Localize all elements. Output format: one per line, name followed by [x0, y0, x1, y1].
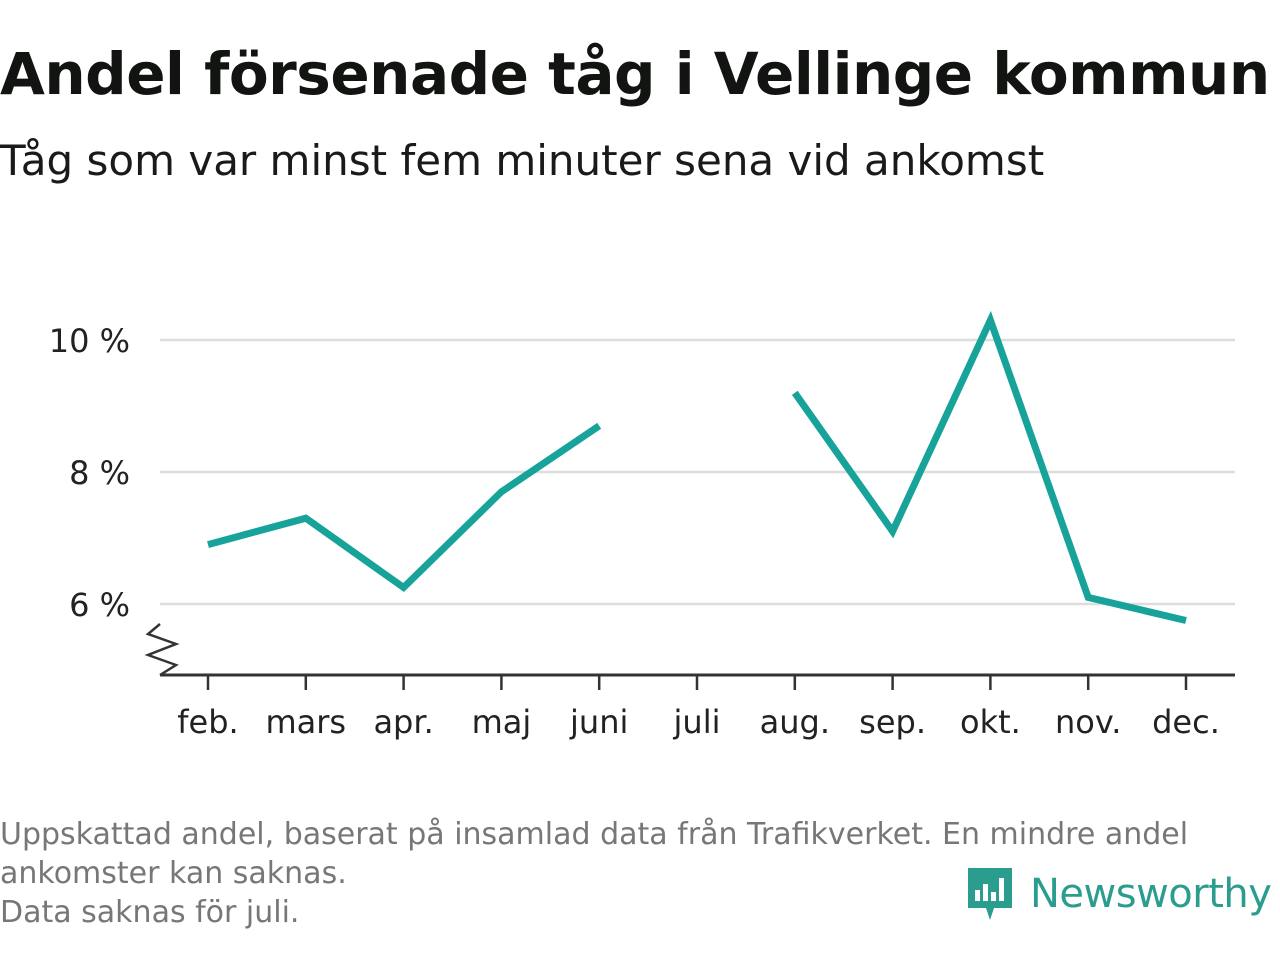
footnote-line: ankomster kan saknas.: [0, 856, 347, 891]
series-line-segment: [207, 422, 602, 593]
x-tick-label: apr.: [373, 703, 433, 741]
x-tick-label: maj: [472, 703, 532, 741]
x-tick-label: mars: [265, 703, 346, 741]
chart-subtitle: Tåg som var minst fem minuter sena vid a…: [0, 136, 1045, 185]
footnote-line: Data saknas för juli.: [0, 895, 300, 930]
x-tick-label: feb.: [177, 703, 238, 741]
x-tick-label: juni: [569, 703, 628, 741]
y-tick-label: 8 %: [69, 454, 130, 492]
newsworthy-logo-icon: [968, 868, 1012, 920]
series-line: [207, 310, 1187, 624]
x-tick-label: dec.: [1152, 703, 1220, 741]
brand-logo: Newsworthy: [964, 864, 1272, 924]
brand-name: Newsworthy: [1030, 871, 1272, 917]
y-axis-labels: 6 % 8 % 10 %: [49, 322, 130, 624]
x-tick-label: aug.: [760, 703, 830, 741]
y-tick-label: 10 %: [49, 322, 130, 360]
x-tick-label: juli: [673, 703, 721, 741]
footnote: Uppskattad andel, baserat på insamlad da…: [0, 815, 1270, 932]
x-axis-labels: feb. mars apr. maj juni juli aug. sep. okt. nov. d…: [177, 703, 1220, 741]
footnote-line: Uppskattad andel, baserat på insamlad da…: [0, 817, 1189, 852]
series-line-segment: [791, 310, 1187, 624]
x-tick-label: sep.: [859, 703, 926, 741]
axis-break-icon: [144, 623, 180, 677]
chart-title: Andel försenade tåg i Vellinge kommun: [0, 40, 1270, 108]
gridlines: [160, 338, 1235, 606]
x-tick-label: okt.: [960, 703, 1021, 741]
y-tick-label: 6 %: [69, 586, 130, 624]
x-axis: [144, 623, 1235, 690]
x-tick-label: nov.: [1055, 703, 1121, 741]
